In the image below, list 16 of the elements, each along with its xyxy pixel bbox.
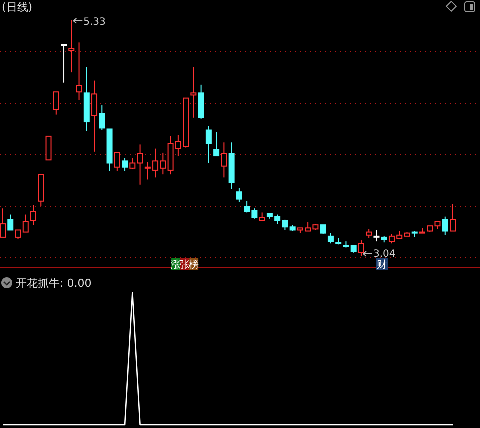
candlestick — [76, 42, 82, 101]
text: 榜 — [189, 259, 200, 271]
candlestick — [206, 126, 212, 164]
annotation: 5.33 — [84, 17, 106, 28]
annotation: 3.04 — [373, 249, 396, 260]
candlestick — [221, 142, 228, 178]
candlestick — [84, 66, 90, 132]
chart-title: (日线) — [2, 1, 33, 14]
chart-title: 开花抓牛: 0.00 — [16, 277, 92, 290]
candlestick — [137, 144, 144, 186]
candlestick — [190, 66, 197, 118]
candlestick — [68, 20, 75, 74]
candlestick — [99, 105, 106, 131]
text: 财 — [377, 259, 388, 271]
candlestick — [92, 80, 98, 152]
text: 涨 — [171, 259, 182, 271]
